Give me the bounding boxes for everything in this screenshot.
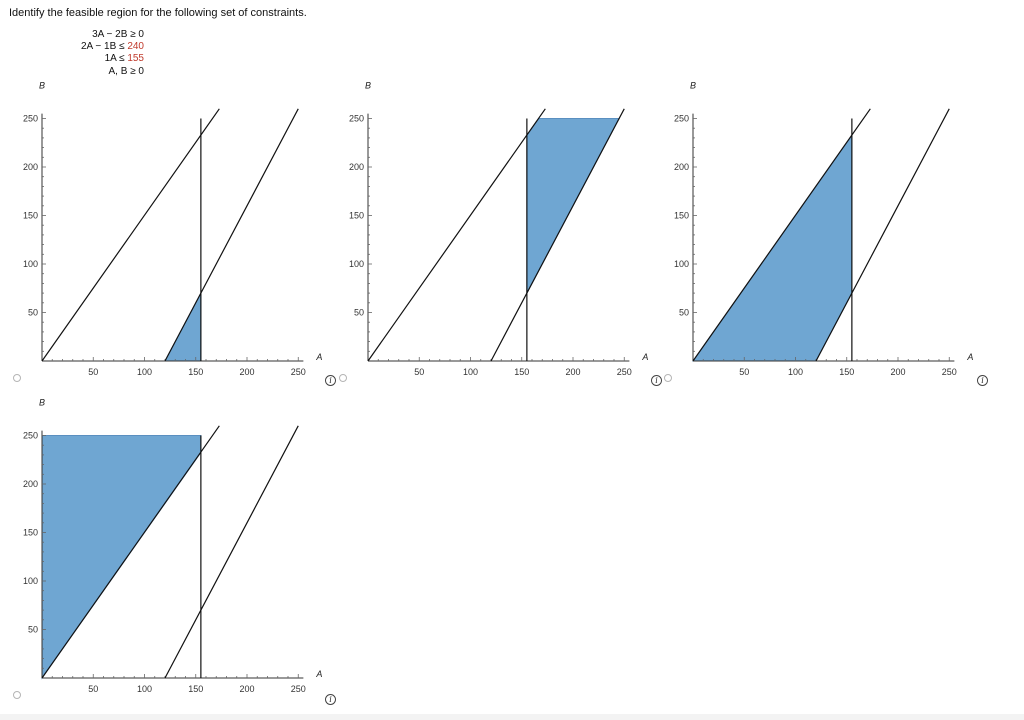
option-3-y-tick-label: 250 bbox=[674, 114, 689, 124]
constraint-3-lhs: 1A ≤ bbox=[104, 53, 128, 65]
option-4-y-tick-label: 250 bbox=[23, 431, 38, 441]
option-2-x-tick-label: 100 bbox=[463, 367, 478, 377]
option-1-info-icon[interactable]: i bbox=[325, 375, 336, 386]
option-4-x-tick-label: 150 bbox=[188, 684, 203, 694]
option-3-info-icon[interactable]: i bbox=[977, 375, 988, 386]
option-3-y-axis-label: B bbox=[690, 81, 696, 91]
option-1-radio[interactable] bbox=[13, 374, 21, 382]
constraint-3: 1A ≤ 155 bbox=[40, 53, 144, 65]
option-2-x-tick-label: 250 bbox=[617, 367, 632, 377]
option-3-y-tick-label: 50 bbox=[679, 308, 689, 318]
option-4-constraint-line-1 bbox=[41, 425, 220, 679]
option-2-info-icon[interactable]: i bbox=[651, 375, 662, 386]
option-1-x-tick-label: 200 bbox=[239, 367, 254, 377]
constraint-4: A, B ≥ 0 bbox=[40, 66, 144, 78]
option-2-x-axis-label: A bbox=[641, 352, 648, 362]
constraint-3-rhs: 155 bbox=[127, 53, 144, 65]
option-4-x-axis-label: A bbox=[315, 669, 322, 679]
option-3-y-tick-label: 150 bbox=[674, 211, 689, 221]
constraint-1: 3A − 2B ≥ 0 bbox=[40, 29, 144, 41]
option-1-x-tick-label: 50 bbox=[88, 367, 98, 377]
option-1-x-tick-label: 100 bbox=[137, 367, 152, 377]
option-4-y-axis-label: B bbox=[39, 398, 45, 408]
option-1-y-tick-label: 50 bbox=[28, 308, 38, 318]
option-3-x-tick-label: 50 bbox=[739, 367, 749, 377]
option-1-x-tick-label: 250 bbox=[291, 367, 306, 377]
option-2-x-tick-label: 200 bbox=[565, 367, 580, 377]
option-1-y-tick-label: 100 bbox=[23, 259, 38, 269]
option-4-x-tick-label: 200 bbox=[239, 684, 254, 694]
constraint-2-rhs: 240 bbox=[127, 41, 144, 53]
option-4-y-tick-label: 100 bbox=[23, 576, 38, 586]
option-4-y-tick-label: 150 bbox=[23, 528, 38, 538]
option-1-constraint-line-1 bbox=[41, 108, 220, 362]
option-3-x-tick-label: 150 bbox=[839, 367, 854, 377]
option-3-y-tick-label: 100 bbox=[674, 259, 689, 269]
option-3-x-axis-label: A bbox=[966, 352, 973, 362]
option-4-info-icon[interactable]: i bbox=[325, 694, 336, 705]
constraint-2-lhs: 2A − 1B ≤ bbox=[80, 41, 128, 53]
option-2-constraint-line-1 bbox=[367, 108, 546, 362]
option-2-y-axis-label: B bbox=[365, 81, 371, 91]
constraint-1-lhs: 3A − 2B ≥ 0 bbox=[92, 29, 144, 40]
option-1-x-tick-label: 150 bbox=[188, 367, 203, 377]
constraint-2: 2A − 1B ≤ 240 bbox=[40, 41, 144, 53]
option-2-constraint-line-2 bbox=[490, 108, 625, 362]
option-4-y-tick-label: 200 bbox=[23, 479, 38, 489]
option-1-constraint-line-2 bbox=[164, 108, 299, 362]
option-4-x-tick-label: 250 bbox=[291, 684, 306, 694]
constraint-list: 3A − 2B ≥ 0 2A − 1B ≤ 240 1A ≤ 155 A, B … bbox=[40, 29, 144, 78]
constraint-4-lhs: A, B ≥ 0 bbox=[108, 65, 144, 77]
option-3-x-tick-label: 200 bbox=[890, 367, 905, 377]
option-4-radio[interactable] bbox=[13, 691, 21, 699]
option-4-y-tick-label: 50 bbox=[28, 625, 38, 635]
option-4-constraint-line-2 bbox=[164, 425, 299, 679]
option-3-x-tick-label: 100 bbox=[788, 367, 803, 377]
option-4-feasible-region bbox=[41, 435, 202, 680]
question-prompt: Identify the feasible region for the fol… bbox=[9, 7, 307, 19]
option-3-radio[interactable] bbox=[664, 374, 672, 382]
option-2-y-tick-label: 150 bbox=[349, 211, 364, 221]
option-1-y-tick-label: 150 bbox=[23, 211, 38, 221]
option-2-x-tick-label: 50 bbox=[414, 367, 424, 377]
option-3-y-tick-label: 200 bbox=[674, 162, 689, 172]
option-3-constraint-line-1 bbox=[692, 108, 871, 362]
option-2-y-tick-label: 200 bbox=[349, 162, 364, 172]
option-2-y-tick-label: 250 bbox=[349, 114, 364, 124]
option-4-x-tick-label: 50 bbox=[88, 684, 98, 694]
option-2-radio[interactable] bbox=[339, 374, 347, 382]
option-3-x-tick-label: 250 bbox=[942, 367, 957, 377]
option-1-y-axis-label: B bbox=[39, 81, 45, 91]
option-2-y-tick-label: 50 bbox=[354, 308, 364, 318]
option-4-x-tick-label: 100 bbox=[137, 684, 152, 694]
option-1-y-tick-label: 200 bbox=[23, 162, 38, 172]
option-1-y-tick-label: 250 bbox=[23, 114, 38, 124]
option-2-x-tick-label: 150 bbox=[514, 367, 529, 377]
option-3-constraint-line-2 bbox=[815, 108, 950, 362]
bottom-bar bbox=[0, 714, 1024, 720]
option-1-x-axis-label: A bbox=[315, 352, 322, 362]
option-2-y-tick-label: 100 bbox=[349, 259, 364, 269]
